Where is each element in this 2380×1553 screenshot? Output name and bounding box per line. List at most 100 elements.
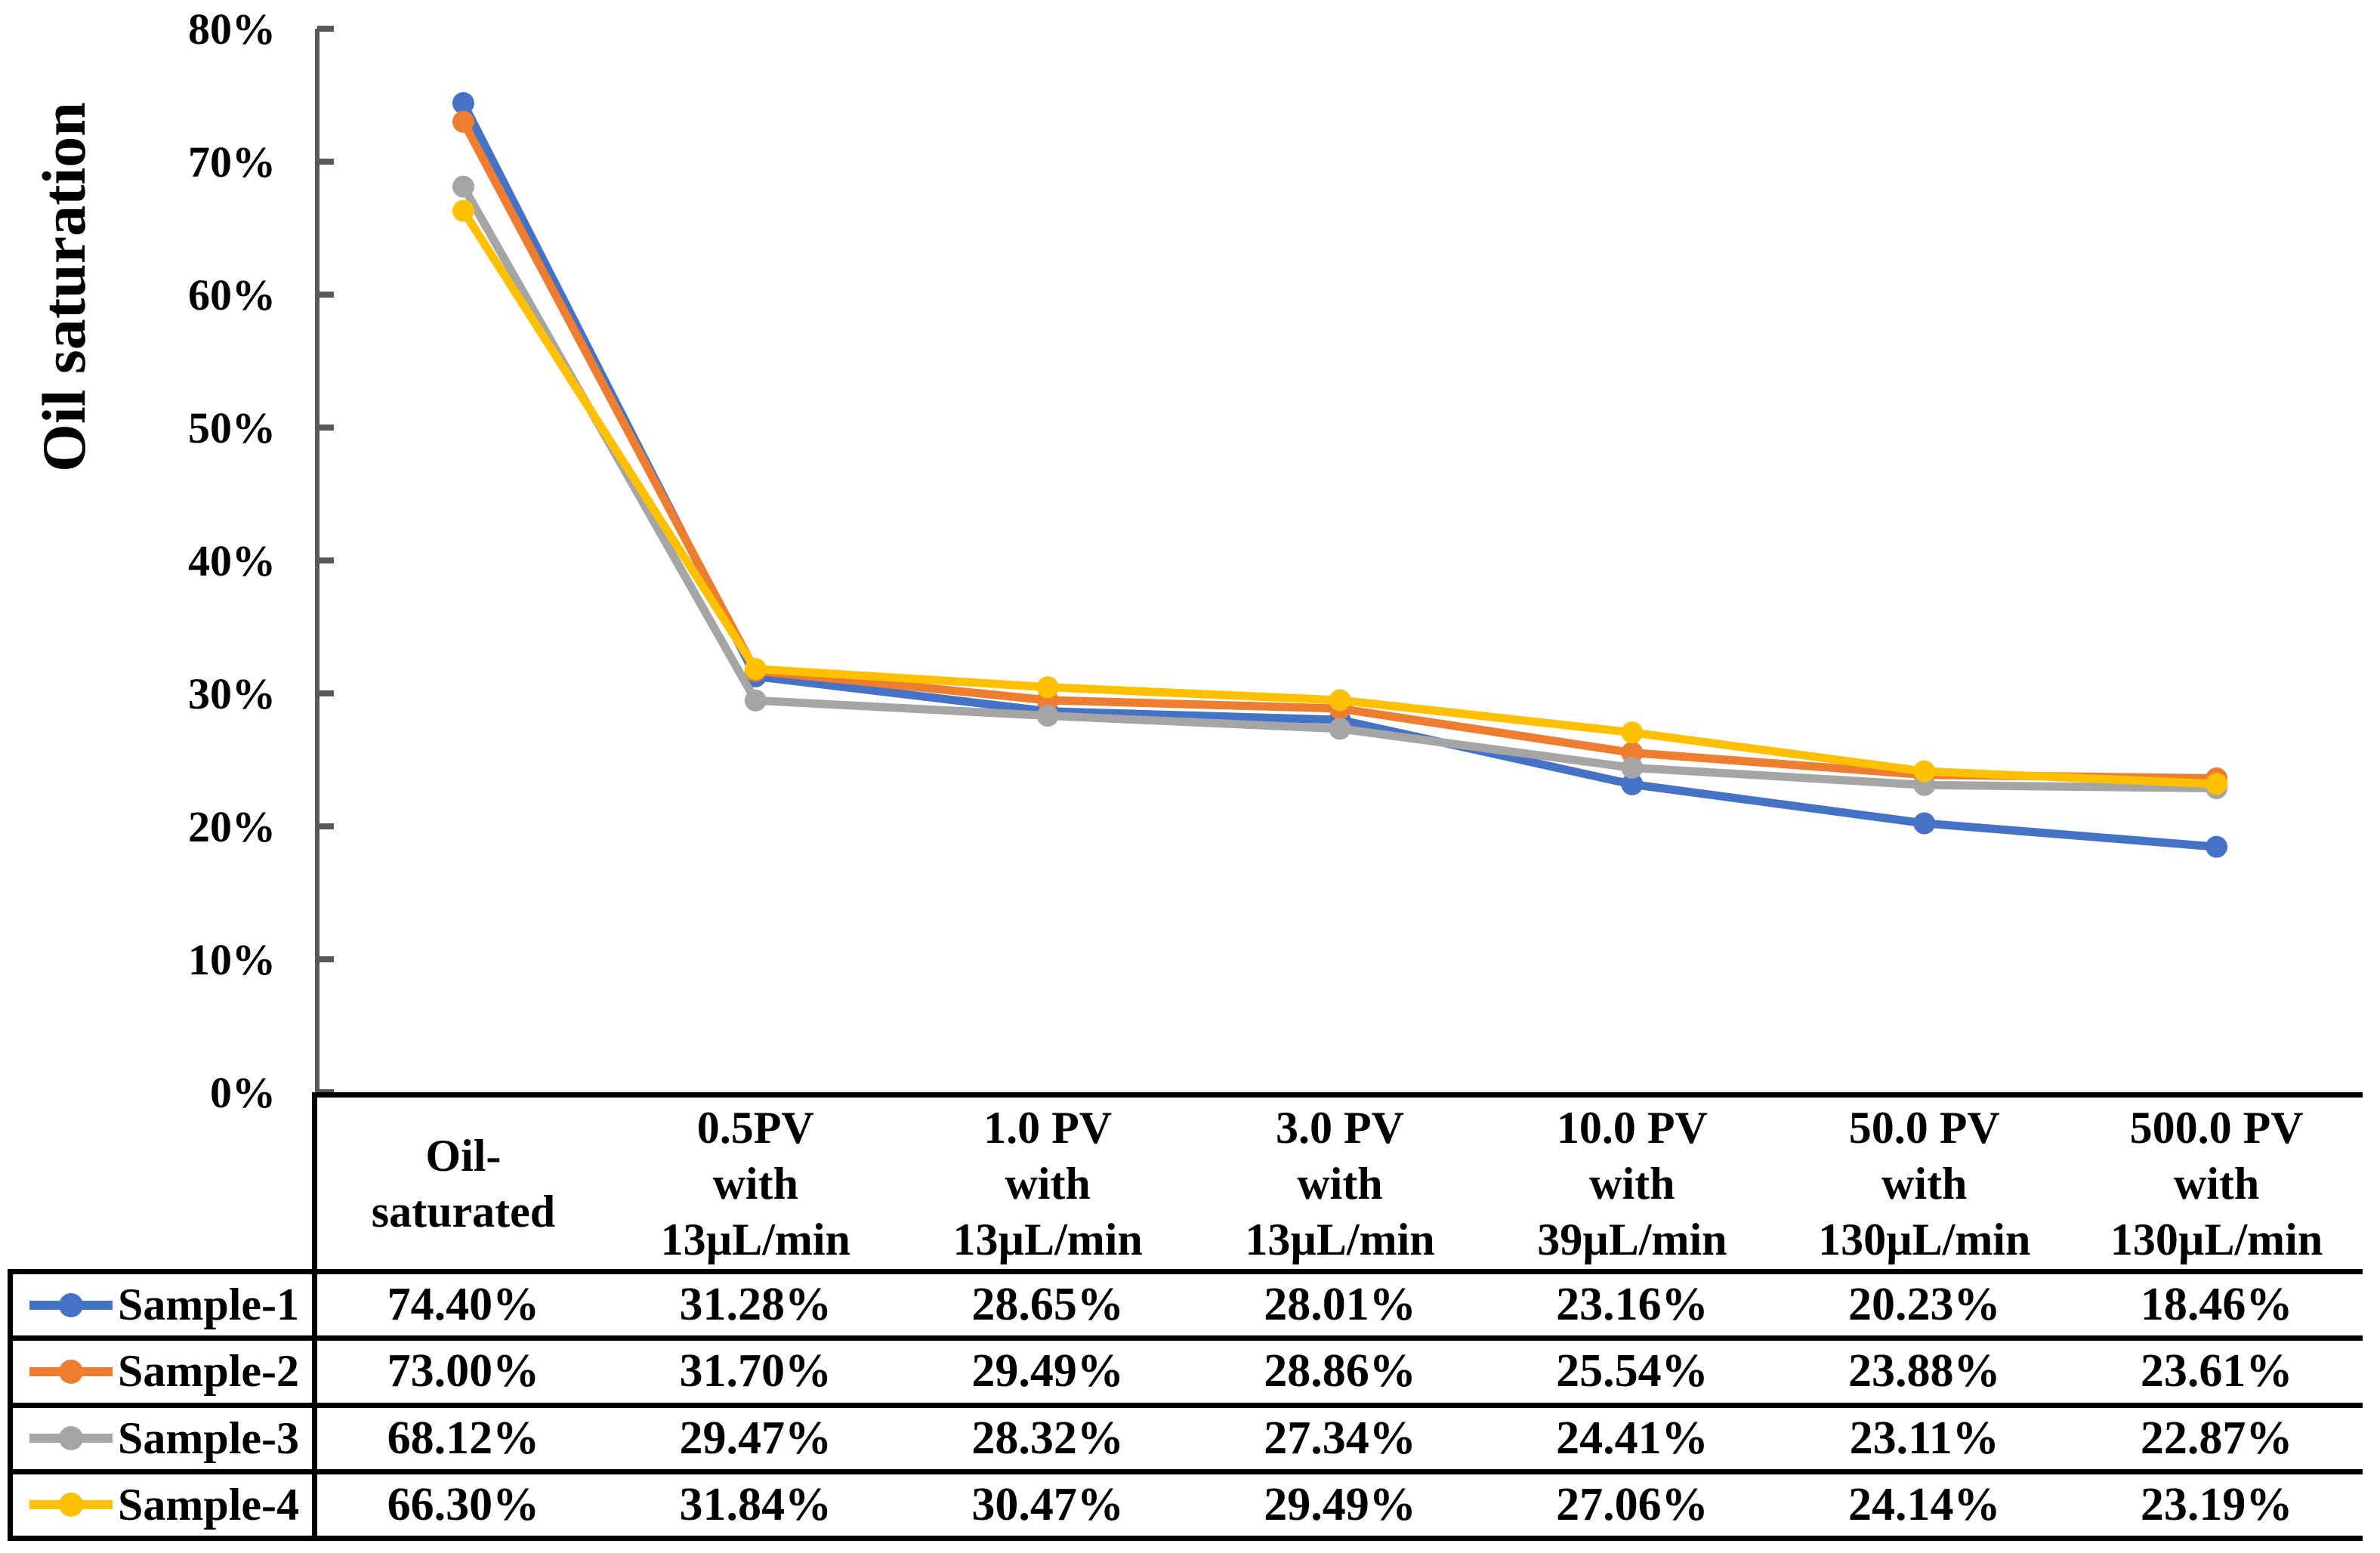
value-cell-sample-3-col4: 24.41% — [1486, 1408, 1779, 1474]
category-header-1: 0.5PV with 13µL/min — [609, 1092, 902, 1274]
category-header-line: 3.0 PV — [1276, 1102, 1404, 1153]
legend-key-marker — [59, 1359, 83, 1384]
data-point-marker — [744, 658, 767, 681]
data-point-marker — [1621, 741, 1644, 764]
series-sample-2 — [452, 110, 2228, 789]
data-point-marker — [452, 92, 474, 115]
category-header-6: 500.0 PV with 130µL/min — [2070, 1092, 2363, 1274]
value-cell-sample-4-col4: 27.06% — [1486, 1474, 1779, 1541]
value-cell-sample-2-col5: 23.88% — [1778, 1341, 2071, 1408]
value-cell-sample-3-col2: 28.32% — [901, 1408, 1194, 1474]
value-cell-sample-3-col3: 27.34% — [1193, 1408, 1486, 1474]
data-point-marker — [744, 689, 767, 712]
series-sample-1 — [452, 92, 2228, 858]
y-tick-label: 60% — [188, 270, 276, 320]
data-point-marker — [2206, 835, 2228, 858]
y-tick-label: 80% — [188, 5, 276, 54]
data-point-marker — [452, 199, 474, 222]
category-header-line: 1.0 PV — [983, 1102, 1113, 1153]
legend-row-sample-1: Sample-1 — [8, 1274, 317, 1342]
legend-key-marker — [59, 1493, 83, 1517]
y-tick-label: 40% — [188, 536, 276, 585]
value-cell-sample-1-col4: 23.16% — [1486, 1274, 1779, 1342]
y-tick-label: 10% — [188, 935, 276, 984]
legend-key-marker — [59, 1426, 83, 1451]
category-header-line: with — [2173, 1158, 2260, 1209]
legend-key-icon — [29, 1426, 113, 1451]
legend-series-label: Sample-3 — [118, 1413, 299, 1463]
legend-key-marker — [59, 1292, 83, 1317]
value-cell-sample-1-col0: 74.40% — [317, 1274, 610, 1342]
legend-series-label: Sample-1 — [118, 1280, 299, 1330]
category-header-line: 39µL/min — [1537, 1214, 1727, 1264]
category-header-line: with — [1297, 1158, 1383, 1209]
value-cell-sample-4-col3: 29.49% — [1193, 1474, 1486, 1541]
value-cell-sample-2-col0: 73.00% — [317, 1341, 610, 1408]
category-header-line: 50.0 PV — [1848, 1102, 2000, 1153]
category-header-line: 13µL/min — [660, 1214, 850, 1264]
category-header-0: Oil-saturated — [317, 1092, 610, 1274]
data-point-marker — [1329, 689, 1351, 712]
legend-key-icon — [29, 1493, 113, 1517]
y-tick-label: 70% — [188, 137, 276, 187]
value-cell-sample-2-col2: 29.49% — [901, 1341, 1194, 1408]
category-header-2: 1.0 PV with 13µL/min — [901, 1092, 1194, 1274]
value-cell-sample-1-col6: 18.46% — [2070, 1274, 2363, 1342]
value-cell-sample-2-col1: 31.70% — [609, 1341, 902, 1408]
category-header-line: 13µL/min — [952, 1214, 1143, 1264]
data-point-marker — [452, 175, 474, 198]
category-header-3: 3.0 PV with 13µL/min — [1193, 1092, 1486, 1274]
legend-series-label: Sample-2 — [118, 1346, 299, 1397]
data-point-marker — [2206, 773, 2228, 795]
category-header-line: with — [1005, 1158, 1091, 1209]
y-axis-title: Oil saturation — [29, 102, 98, 472]
value-cell-sample-2-col4: 25.54% — [1486, 1341, 1779, 1408]
data-point-marker — [1036, 705, 1059, 727]
legend-row-sample-2: Sample-2 — [8, 1341, 317, 1408]
value-cell-sample-1-col1: 31.28% — [609, 1274, 902, 1342]
data-point-marker — [1621, 773, 1644, 795]
legend-row-sample-3: Sample-3 — [8, 1407, 317, 1474]
category-header-line: 130µL/min — [2110, 1214, 2323, 1264]
category-header-line: 13µL/min — [1245, 1214, 1435, 1264]
category-header-line: saturated — [371, 1186, 556, 1237]
category-header-line: 0.5PV — [696, 1102, 814, 1153]
value-cell-sample-4-col2: 30.47% — [901, 1474, 1194, 1541]
value-cell-sample-3-col5: 23.11% — [1778, 1408, 2071, 1474]
legend-key-icon — [29, 1292, 113, 1317]
value-cell-sample-4-col1: 31.84% — [609, 1474, 902, 1541]
y-tick-label: 30% — [188, 669, 276, 718]
category-header-4: 10.0 PV with 39µL/min — [1486, 1092, 1779, 1274]
value-cell-sample-4-col0: 66.30% — [317, 1474, 610, 1541]
legend-row-sample-4: Sample-4 — [8, 1474, 317, 1541]
category-header-line: with — [712, 1158, 798, 1209]
category-header-line: 500.0 PV — [2129, 1102, 2304, 1153]
value-cell-sample-4-col5: 24.14% — [1778, 1474, 2071, 1541]
legend-key-icon — [29, 1359, 113, 1384]
data-point-marker — [452, 110, 474, 133]
category-header-line: 130µL/min — [1818, 1214, 2031, 1264]
value-cell-sample-2-col3: 28.86% — [1193, 1341, 1486, 1408]
series-line-sample-2 — [458, 117, 2221, 783]
data-point-marker — [1913, 760, 1936, 783]
value-cell-sample-2-col6: 23.61% — [2070, 1341, 2363, 1408]
category-header-5: 50.0 PV with 130µL/min — [1778, 1092, 2071, 1274]
value-cell-sample-3-col0: 68.12% — [317, 1408, 610, 1474]
series-sample-4 — [452, 199, 2228, 795]
data-point-marker — [1036, 676, 1059, 699]
category-header-line: 10.0 PV — [1556, 1102, 1708, 1153]
data-point-marker — [1621, 756, 1644, 779]
data-table-with-legend: Oil-saturated 0.5PV with 13µL/min 1.0 PV with… — [8, 1092, 2363, 1541]
data-point-marker — [1329, 718, 1351, 740]
value-cell-sample-1-col2: 28.65% — [901, 1274, 1194, 1342]
y-tick-label: 20% — [188, 802, 276, 851]
data-point-marker — [1913, 812, 1936, 835]
data-point-marker — [1621, 721, 1644, 744]
value-cell-sample-1-col5: 20.23% — [1778, 1274, 2071, 1342]
category-header-line: with — [1881, 1158, 1968, 1209]
table-corner-cell — [8, 1092, 317, 1274]
y-tick-label: 50% — [188, 403, 276, 452]
category-header-line: Oil- — [425, 1130, 502, 1181]
